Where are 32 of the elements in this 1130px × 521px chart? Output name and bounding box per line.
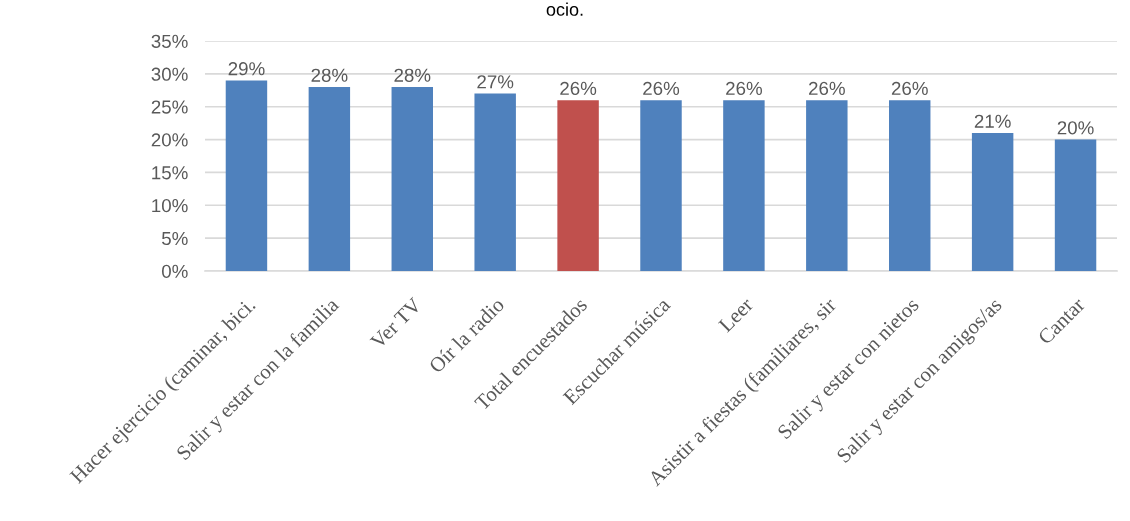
y-tick-label: 30% (151, 67, 188, 81)
bar (474, 93, 516, 271)
y-tick-label: 5% (161, 231, 188, 246)
data-label: 28% (394, 68, 431, 82)
data-label: 21% (974, 114, 1011, 128)
y-tick-label: 15% (152, 166, 188, 180)
data-label: 26% (560, 81, 597, 96)
bar (723, 100, 765, 271)
bar (391, 87, 433, 271)
data-label: 27% (477, 75, 514, 89)
data-label: 26% (891, 81, 928, 96)
bar (889, 100, 931, 271)
bar (225, 80, 268, 271)
data-label: 29% (228, 62, 265, 76)
bar (971, 133, 1014, 271)
chart-title: ocio. (546, 2, 583, 16)
bar (308, 87, 351, 271)
y-tick-label: 25% (151, 100, 188, 114)
data-label: 20% (1057, 121, 1094, 135)
data-label: 28% (311, 68, 348, 82)
y-tick-label: 0% (161, 264, 188, 278)
bar (640, 100, 682, 271)
y-tick-label: 10% (152, 198, 188, 213)
bar (806, 100, 848, 271)
y-tick-label: 35% (151, 34, 188, 48)
y-tick-label: 20% (151, 133, 188, 147)
bar (1054, 139, 1097, 271)
x-tick-label: Ver TV (369, 296, 423, 350)
bar (557, 100, 599, 271)
data-label: 26% (643, 81, 680, 96)
data-label: 26% (726, 81, 763, 96)
data-label: 26% (809, 81, 845, 96)
